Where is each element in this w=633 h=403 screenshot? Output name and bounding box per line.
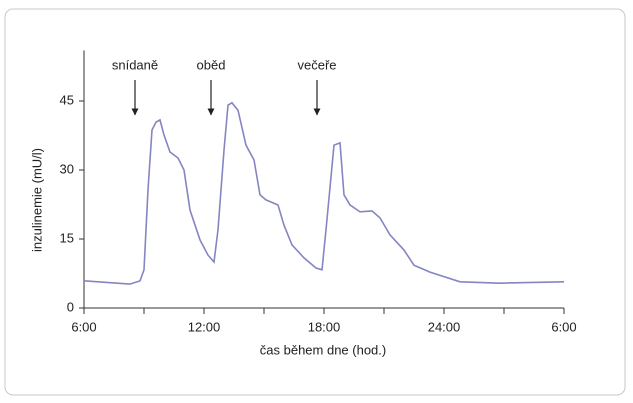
y-tick-label: 15 [60, 230, 74, 245]
y-tick-label: 0 [67, 299, 74, 314]
x-tick-label: 6:00 [71, 319, 96, 334]
x-axis-label: čas během dne (hod.) [260, 342, 386, 357]
x-tick-label: 6:00 [551, 319, 576, 334]
data-line [83, 101, 565, 285]
y-tick-label: 45 [60, 92, 74, 107]
card [4, 8, 626, 396]
x-tick-label: 12:00 [188, 319, 221, 334]
y-axis-label: inzulinemie (mU/l) [29, 148, 44, 252]
y-tick-label: 30 [60, 161, 74, 176]
annotation-label: snídaně [112, 57, 158, 72]
annotation-label: večeře [297, 57, 336, 72]
annotation-label: oběd [197, 57, 226, 72]
x-tick-label: 18:00 [308, 319, 341, 334]
x-tick-label: 24:00 [428, 319, 461, 334]
